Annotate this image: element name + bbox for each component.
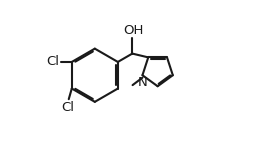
Text: Cl: Cl xyxy=(46,55,59,68)
Text: OH: OH xyxy=(122,24,143,37)
Text: N: N xyxy=(137,76,147,89)
Text: Cl: Cl xyxy=(61,101,74,114)
